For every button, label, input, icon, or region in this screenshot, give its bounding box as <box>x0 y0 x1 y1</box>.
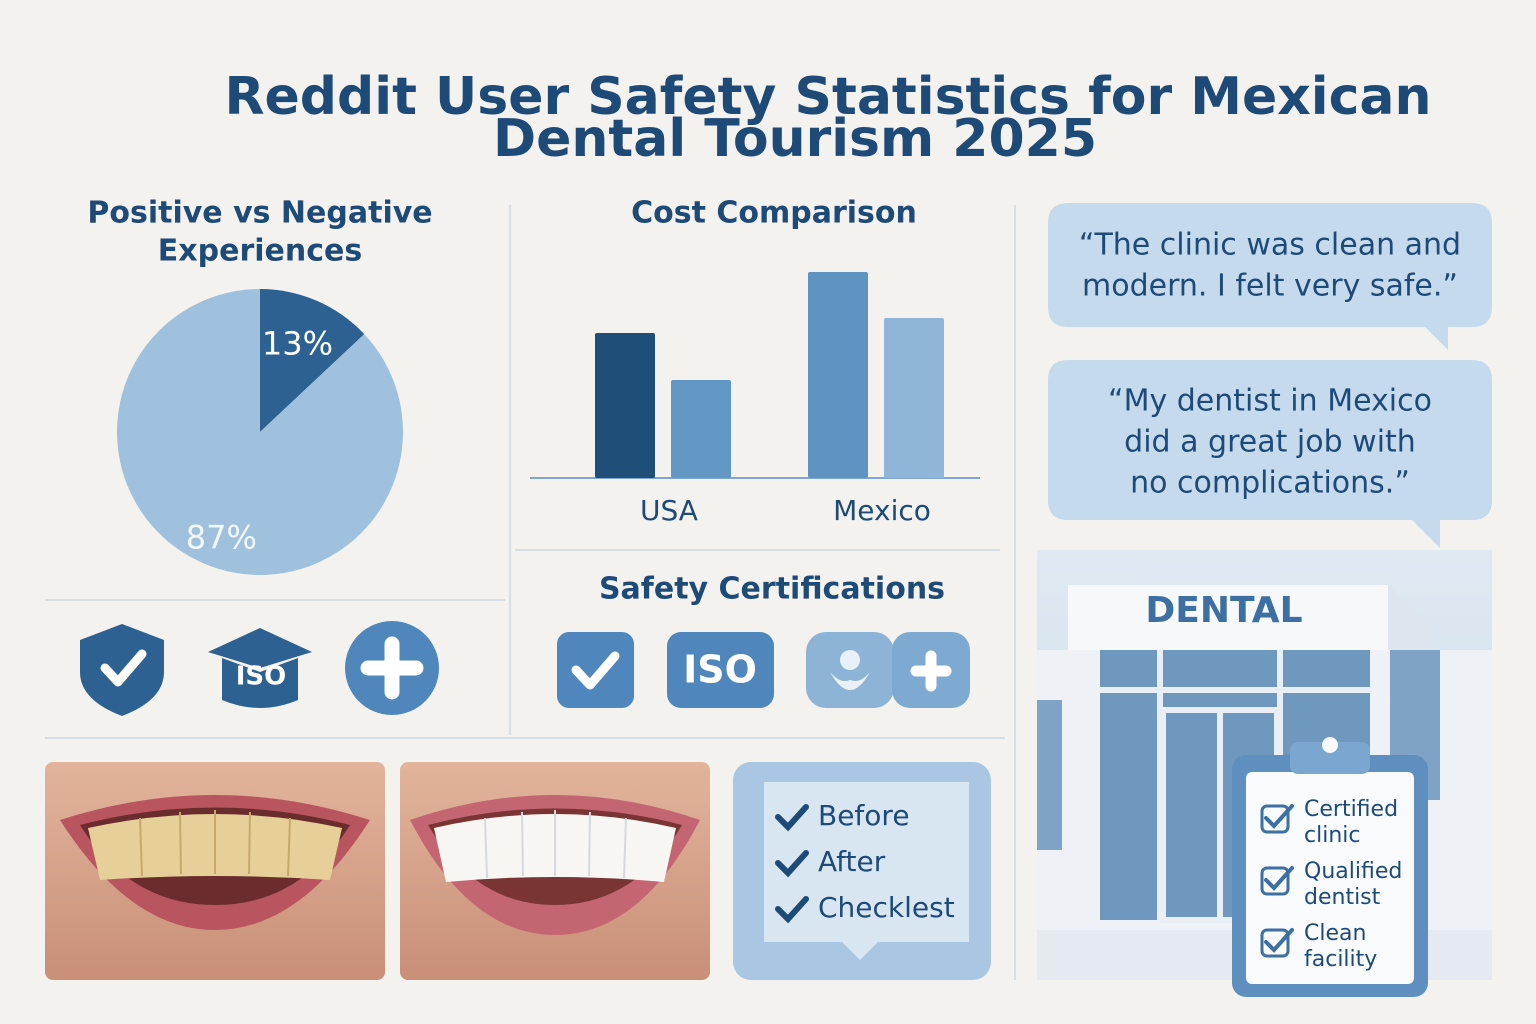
flower-leaf <box>830 672 870 690</box>
check-icon <box>1264 804 1294 829</box>
clipboard-item: facility <box>1304 947 1377 972</box>
clipboard-item: dentist <box>1304 885 1381 910</box>
icon-row <box>80 621 439 716</box>
after-photo <box>400 762 710 980</box>
bar <box>808 272 868 478</box>
cert-check <box>557 632 634 708</box>
section-title: Safety Certifications <box>599 572 945 607</box>
chart-title: Cost Comparison <box>631 196 917 231</box>
quote-line: “My dentist in Mexico <box>1108 384 1432 419</box>
cap-base <box>222 658 298 708</box>
clipboard-item: clinic <box>1304 823 1360 848</box>
dividers <box>45 205 1016 980</box>
check-icon <box>775 850 809 878</box>
plus-icon <box>910 650 952 692</box>
data-label: 87% <box>186 518 257 556</box>
shield-icon <box>80 624 164 716</box>
check-icon <box>571 651 620 690</box>
quote-line: no complications.” <box>1130 466 1410 501</box>
building-sign: DENTAL <box>1145 590 1302 631</box>
quote-bubble <box>1048 203 1492 350</box>
title: Dental Tourism 2025 <box>493 109 1097 169</box>
check-icon <box>100 649 147 687</box>
bar <box>595 333 655 478</box>
checkbox <box>1260 866 1290 896</box>
title: Reddit User Safety Statistics for Mexica… <box>224 67 1431 127</box>
bar <box>884 318 944 478</box>
check-icon <box>775 804 809 832</box>
cert-label: ISO <box>683 648 757 692</box>
quote-line: “The clinic was clean and <box>1079 228 1461 263</box>
chart-title: Positive vs Negative <box>87 196 432 231</box>
check-icon <box>775 896 809 924</box>
checklist-item: After <box>818 845 886 878</box>
plus-icon <box>360 636 424 700</box>
check-icon <box>1264 928 1294 953</box>
cap-icon <box>208 628 312 668</box>
before-photo <box>45 762 385 980</box>
x-tick-label: USA <box>640 494 698 527</box>
checklist-bubble <box>764 782 969 960</box>
clipboard-item: Certified <box>1304 797 1398 822</box>
quote-bubble <box>1048 360 1492 548</box>
pie-slice <box>260 289 365 432</box>
clipboard-item: Qualified <box>1304 859 1402 884</box>
chart-title: Experiences <box>158 234 362 269</box>
check-icon <box>1264 866 1294 891</box>
checklist-item: Before <box>818 799 910 832</box>
quote-line: did a great job with <box>1124 425 1416 460</box>
cert-iso <box>667 632 774 708</box>
quote-line: modern. I felt very safe.” <box>1082 269 1458 304</box>
data-label: 13% <box>262 324 333 362</box>
icon-label: ISO <box>236 662 287 692</box>
checkbox <box>1260 928 1290 958</box>
flower-icon <box>840 650 860 670</box>
checklist-item: Checklest <box>818 891 955 924</box>
bar <box>671 380 731 478</box>
x-tick-label: Mexico <box>833 494 931 527</box>
certification-icons <box>557 632 970 708</box>
clipboard-item: Clean <box>1304 921 1366 946</box>
checkbox <box>1260 804 1290 834</box>
pie-slice <box>116 289 403 575</box>
